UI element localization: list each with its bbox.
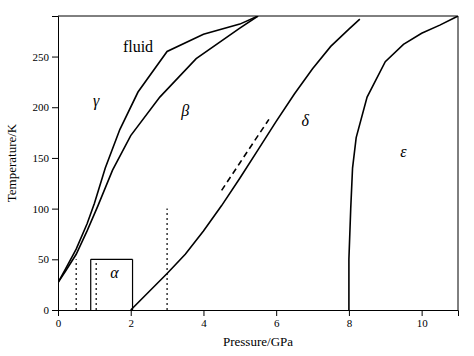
y-tick: 150 (33, 152, 59, 164)
x-tick: 0 (56, 310, 62, 329)
x-tick-mark (131, 310, 132, 316)
phase-boundary (349, 16, 458, 310)
phase-boundary (91, 259, 133, 260)
phase-boundary (222, 119, 269, 190)
y-tick-label: 50 (38, 253, 50, 265)
y-tick-label: 200 (33, 101, 50, 113)
phase-boundary (76, 259, 77, 310)
x-tick-label: 0 (56, 317, 62, 329)
y-axis: 0 50 100 150 200 250 (33, 17, 59, 317)
phase-boundary (90, 259, 91, 310)
y-tick: 0 (44, 304, 59, 316)
phase-labels: fluid γ β δ ε α (93, 38, 407, 281)
x-tick-label: 2 (128, 317, 134, 329)
y-tick: 100 (33, 203, 59, 215)
y-tick-mark (52, 310, 58, 311)
x-tick: 6 (274, 310, 280, 329)
y-tick: 250 (33, 51, 59, 63)
phase-label: α (110, 264, 119, 281)
phase-label: γ (93, 92, 100, 110)
y-tick-mark (52, 259, 58, 260)
lines (58, 16, 458, 310)
x-tick: 4 (201, 310, 207, 329)
y-tick-mark (52, 209, 58, 210)
y-tick: 50 (38, 253, 58, 265)
y-tick-label: 0 (44, 304, 50, 316)
x-tick-mark (422, 310, 423, 316)
y-tick-label: 250 (33, 51, 50, 63)
y-axis-title: Temperature/K (4, 123, 19, 202)
phase-label: β (180, 102, 189, 120)
phase-boundary (96, 259, 97, 310)
x-tick: 8 (347, 310, 353, 329)
x-tick-mark (203, 310, 204, 316)
y-tick-label: 100 (33, 203, 50, 215)
y-tick-mark (52, 107, 58, 108)
frame-right (458, 16, 459, 310)
phase-boundary (132, 259, 133, 310)
phase-label: ε (400, 143, 407, 160)
x-tick-mark (349, 310, 350, 316)
phase-boundary (58, 16, 258, 283)
y-axis-line (52, 17, 59, 311)
x-tick-label: 6 (274, 317, 280, 329)
x-tick-label: 8 (347, 317, 353, 329)
x-axis-title: Pressure/GPa (223, 334, 293, 349)
x-tick: 10 (417, 310, 429, 329)
x-tick-mark (276, 310, 277, 316)
x-tick-label: 4 (201, 317, 207, 329)
chart: 0246810050100150200250fluidγβδεαPressure… (0, 0, 474, 356)
phase-boundary (58, 16, 258, 283)
y-tick: 200 (33, 101, 59, 113)
y-tick-mark (52, 57, 58, 58)
phase-boundary (131, 19, 360, 310)
plot: 0246810050100150200250fluidγβδεα (33, 16, 459, 329)
phase-label: fluid (123, 38, 153, 55)
x-axis-line (59, 311, 459, 317)
y-tick-label: 150 (33, 152, 50, 164)
phase-label: δ (302, 112, 310, 129)
x-tick: 2 (128, 310, 134, 329)
phase-boundary (166, 209, 167, 310)
x-tick-label: 10 (417, 317, 429, 329)
x-axis: 0 2 4 6 8 10 (56, 310, 459, 329)
y-tick-mark (52, 158, 58, 159)
